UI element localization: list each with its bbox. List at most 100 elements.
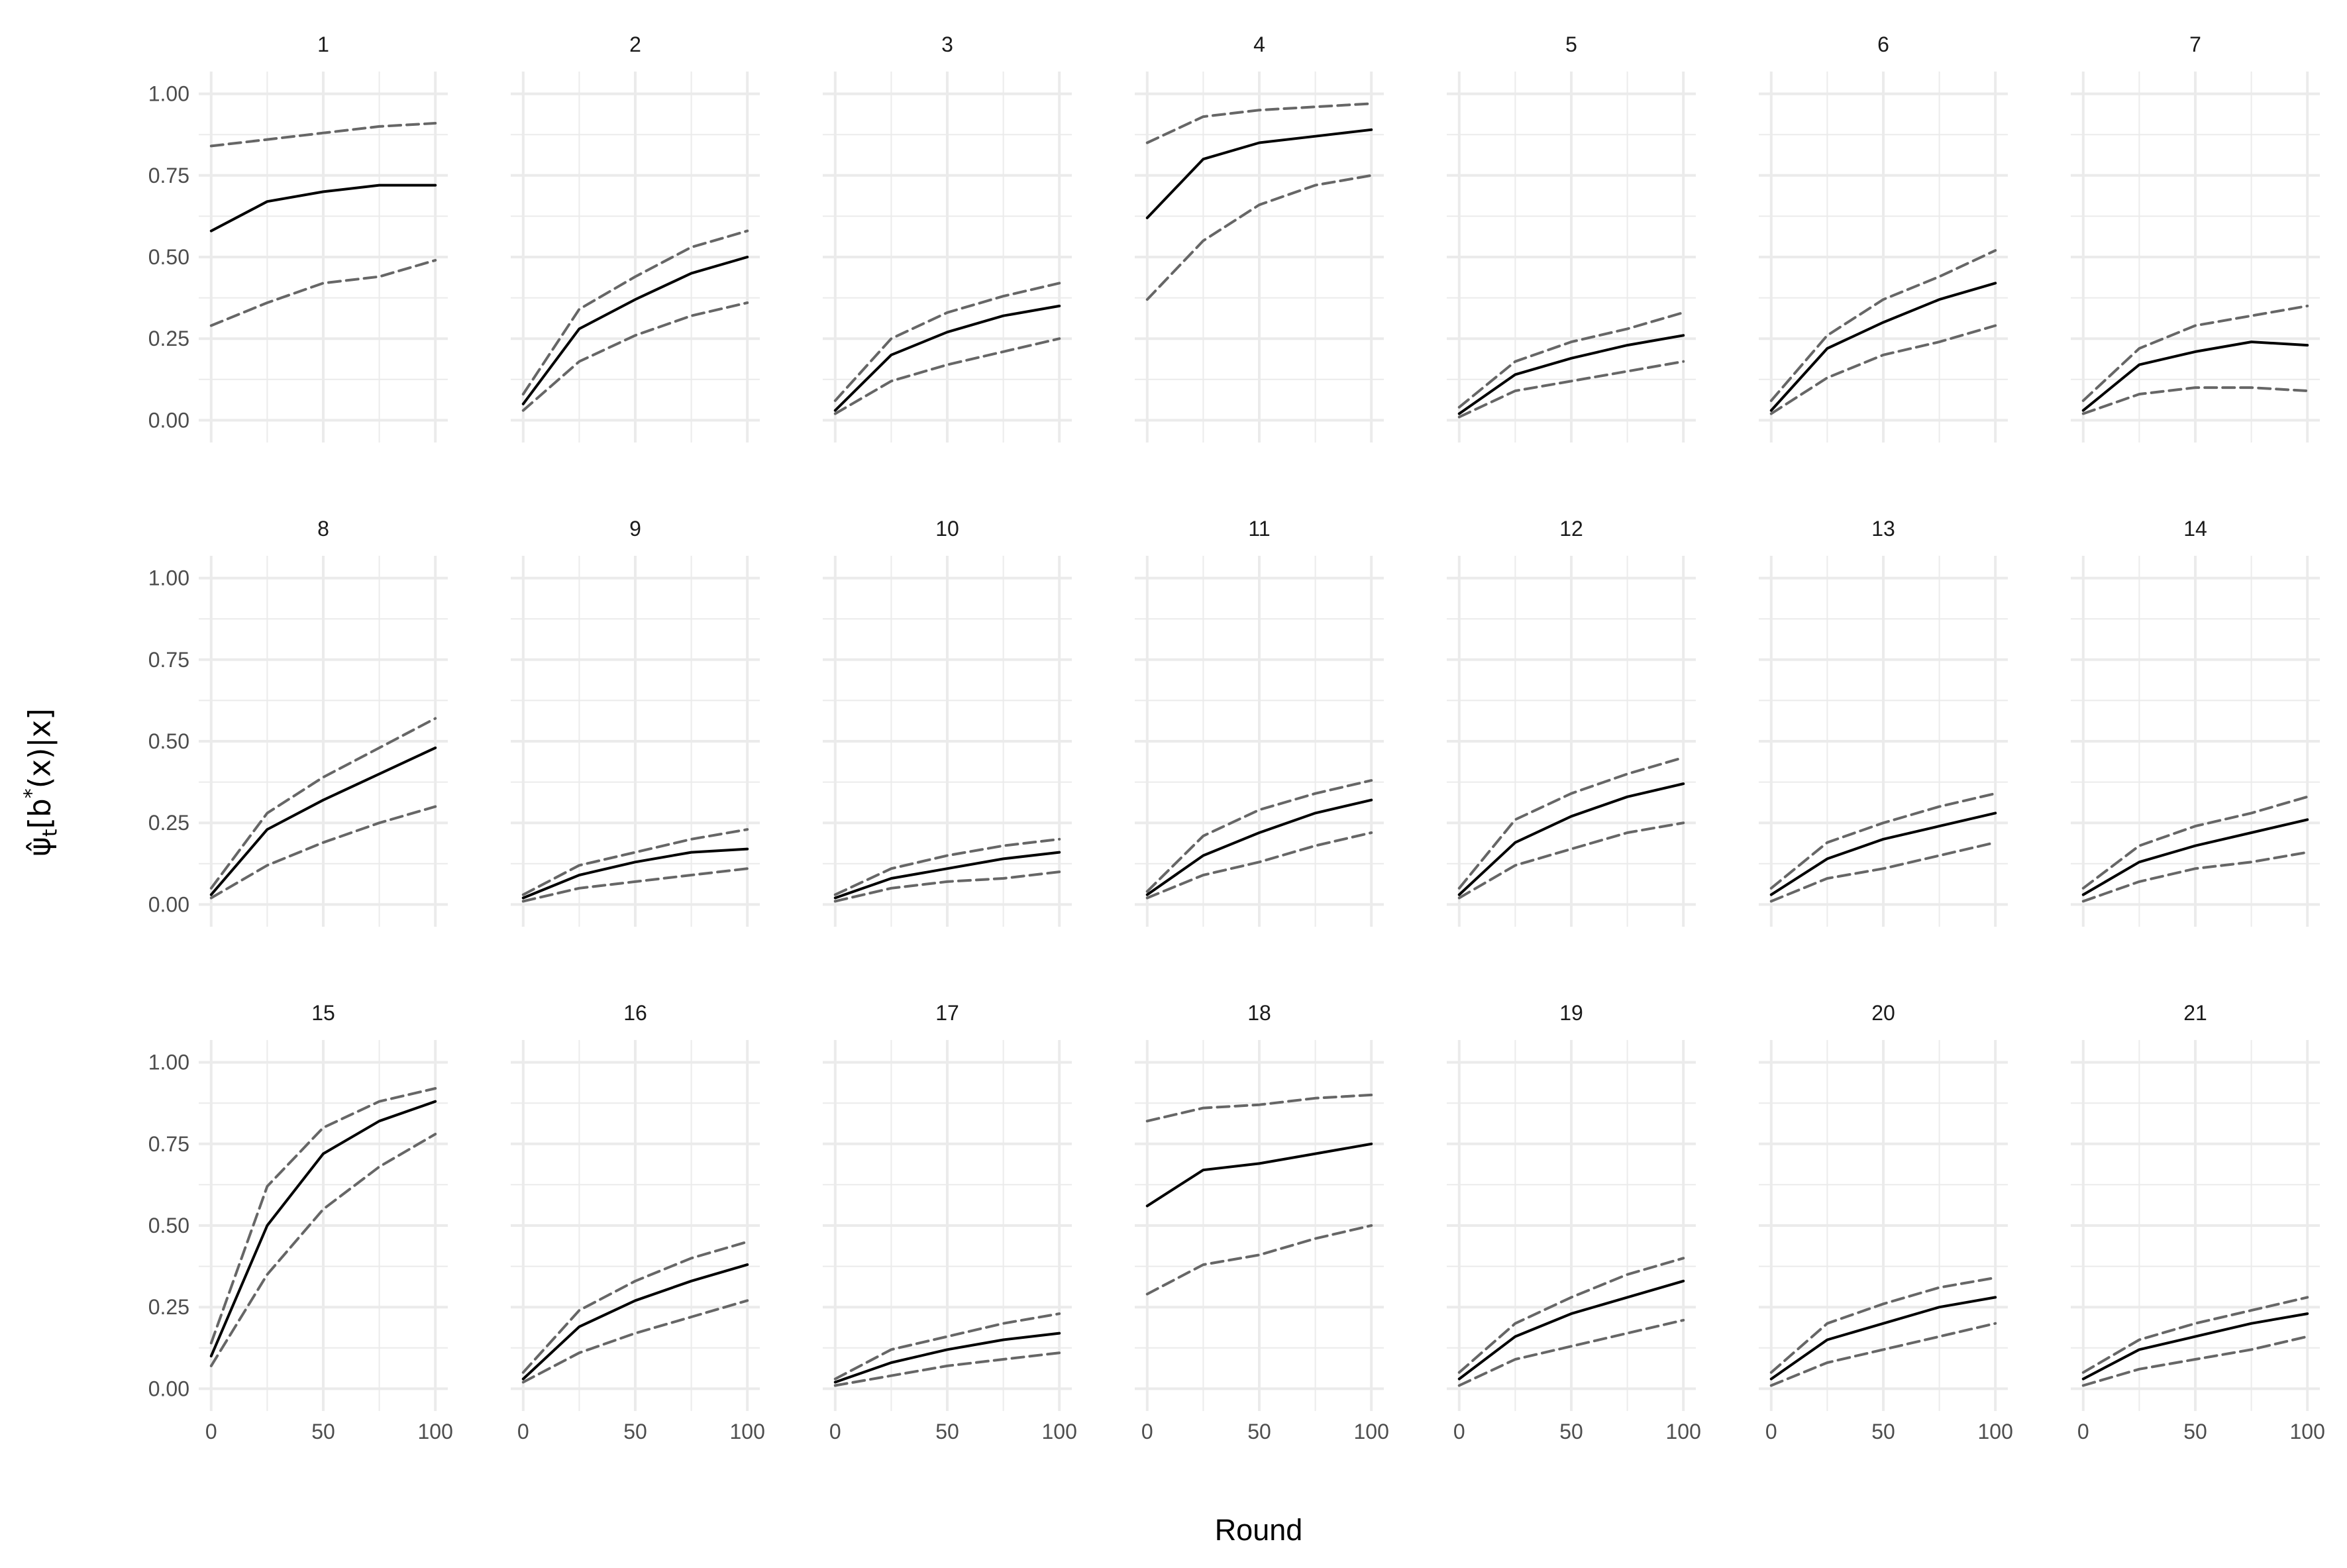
estimate-line — [833, 1332, 1061, 1384]
y-axis-title-subscript: t — [38, 829, 62, 837]
facet-panel-13: 13 — [1759, 517, 2008, 927]
lower-bound-line — [521, 867, 749, 903]
y-tick-label: 0.50 — [148, 245, 189, 269]
lower-bound-line — [1457, 360, 1685, 419]
x-tick-label: 100 — [2290, 1420, 2325, 1443]
x-tick-label: 0 — [517, 1420, 529, 1443]
upper-bound-line — [1145, 779, 1373, 893]
facet-panel-12: 12 — [1447, 517, 1696, 927]
x-axis-title: Round — [1214, 1513, 1303, 1547]
x-tick-label: 100 — [1354, 1420, 1389, 1443]
x-tick-label: 100 — [730, 1420, 765, 1443]
x-tick-label: 0 — [1453, 1420, 1465, 1443]
facet-label: 4 — [1253, 32, 1265, 56]
facet-label: 2 — [629, 32, 641, 56]
x-tick-label: 100 — [1978, 1420, 2013, 1443]
y-tick-label: 0.50 — [148, 1214, 189, 1237]
x-tick-label: 50 — [623, 1420, 647, 1443]
lower-bound-line — [1769, 324, 1997, 415]
facet-label: 1 — [317, 32, 329, 56]
facet-label: 15 — [311, 1001, 335, 1025]
lower-bound-line — [1769, 841, 1997, 903]
facet-label: 12 — [1559, 517, 1583, 541]
lower-bound-line — [209, 805, 437, 900]
facet-panel-21: 21 0 50 100 — [2071, 1001, 2325, 1443]
lower-bound-line — [2081, 1335, 2309, 1387]
upper-bound-line — [1769, 792, 1997, 890]
lower-bound-line — [833, 870, 1061, 903]
upper-bound-line — [833, 1312, 1061, 1381]
facet-panel-6: 6 — [1759, 32, 2008, 443]
facet-panel-14: 14 — [2071, 517, 2320, 927]
x-tick-label: 50 — [935, 1420, 959, 1443]
lower-bound-line — [833, 337, 1061, 415]
facet-panel-15: 15 0.00 0.25 0.50 0.75 1.00 0 50 100 — [148, 1001, 453, 1443]
upper-bound-line — [521, 229, 749, 395]
y-tick-label: 0.25 — [148, 327, 189, 350]
facet-label: 9 — [629, 517, 641, 541]
y-axis-title-open-bracket: [ — [22, 817, 58, 829]
facet-label: 17 — [935, 1001, 959, 1025]
facet-panel-8: 8 0.00 0.25 0.50 0.75 1.00 — [148, 517, 448, 927]
x-tick-label: 0 — [1765, 1420, 1777, 1443]
estimate-line — [833, 304, 1061, 412]
facet-label: 21 — [2183, 1001, 2207, 1025]
upper-bound-line — [521, 1240, 749, 1374]
x-tick-label: 0 — [829, 1420, 841, 1443]
estimate-line — [1457, 1279, 1685, 1381]
x-tick-label: 0 — [1141, 1420, 1153, 1443]
y-tick-label: 0.25 — [148, 811, 189, 835]
facet-panel-10: 10 — [823, 517, 1072, 927]
lower-bound-line — [2081, 851, 2309, 903]
y-tick-label: 0.00 — [148, 408, 189, 432]
facet-label: 19 — [1559, 1001, 1583, 1025]
facet-label: 14 — [2183, 517, 2207, 541]
upper-bound-line — [209, 717, 437, 890]
facet-label: 10 — [935, 517, 959, 541]
facet-label: 13 — [1871, 517, 1895, 541]
estimate-line — [1145, 1142, 1373, 1208]
x-tick-label: 50 — [2183, 1420, 2207, 1443]
estimate-line — [1769, 811, 1997, 896]
x-tick-label: 100 — [1666, 1420, 1701, 1443]
y-axis-title-rest: (x)|x — [22, 719, 58, 789]
lower-bound-line — [209, 1133, 437, 1367]
lower-bound-line — [2081, 386, 2309, 415]
estimate-line — [521, 256, 749, 405]
lower-bound-line — [833, 1351, 1061, 1387]
x-tick-label: 0 — [205, 1420, 217, 1443]
x-tick-label: 0 — [2077, 1420, 2089, 1443]
estimate-line — [209, 183, 437, 233]
facet-label: 8 — [317, 517, 329, 541]
upper-bound-line — [1457, 1257, 1685, 1374]
facet-panel-9: 9 — [511, 517, 760, 927]
y-tick-label: 0.00 — [148, 892, 189, 916]
upper-bound-line — [1457, 311, 1685, 409]
upper-bound-line — [1145, 1093, 1373, 1123]
lower-bound-line — [521, 1299, 749, 1384]
facet-panel-20: 20 0 50 100 — [1759, 1001, 2013, 1443]
facet-label: 11 — [1248, 517, 1270, 541]
y-tick-label: 0.00 — [148, 1377, 189, 1400]
lower-bound-line — [521, 301, 749, 412]
upper-bound-line — [833, 282, 1061, 402]
estimate-line — [1769, 282, 1997, 412]
x-tick-label: 50 — [311, 1420, 335, 1443]
y-tick-label: 1.00 — [148, 1051, 189, 1074]
lower-bound-line — [209, 258, 437, 327]
y-tick-label: 1.00 — [148, 82, 189, 106]
facet-panel-18: 18 0 50 100 — [1135, 1001, 1389, 1443]
estimate-line — [1457, 782, 1685, 896]
y-axis-title-b: b — [22, 798, 58, 817]
x-tick-label: 100 — [418, 1420, 453, 1443]
estimate-line — [2081, 818, 2309, 896]
lower-bound-line — [1457, 821, 1685, 900]
upper-bound-line — [2081, 795, 2309, 890]
estimate-line — [1457, 334, 1685, 415]
facet-panel-3: 3 — [823, 32, 1072, 443]
lower-bound-line — [1145, 1224, 1373, 1296]
estimate-line — [1145, 798, 1373, 896]
upper-bound-line — [1145, 102, 1373, 144]
